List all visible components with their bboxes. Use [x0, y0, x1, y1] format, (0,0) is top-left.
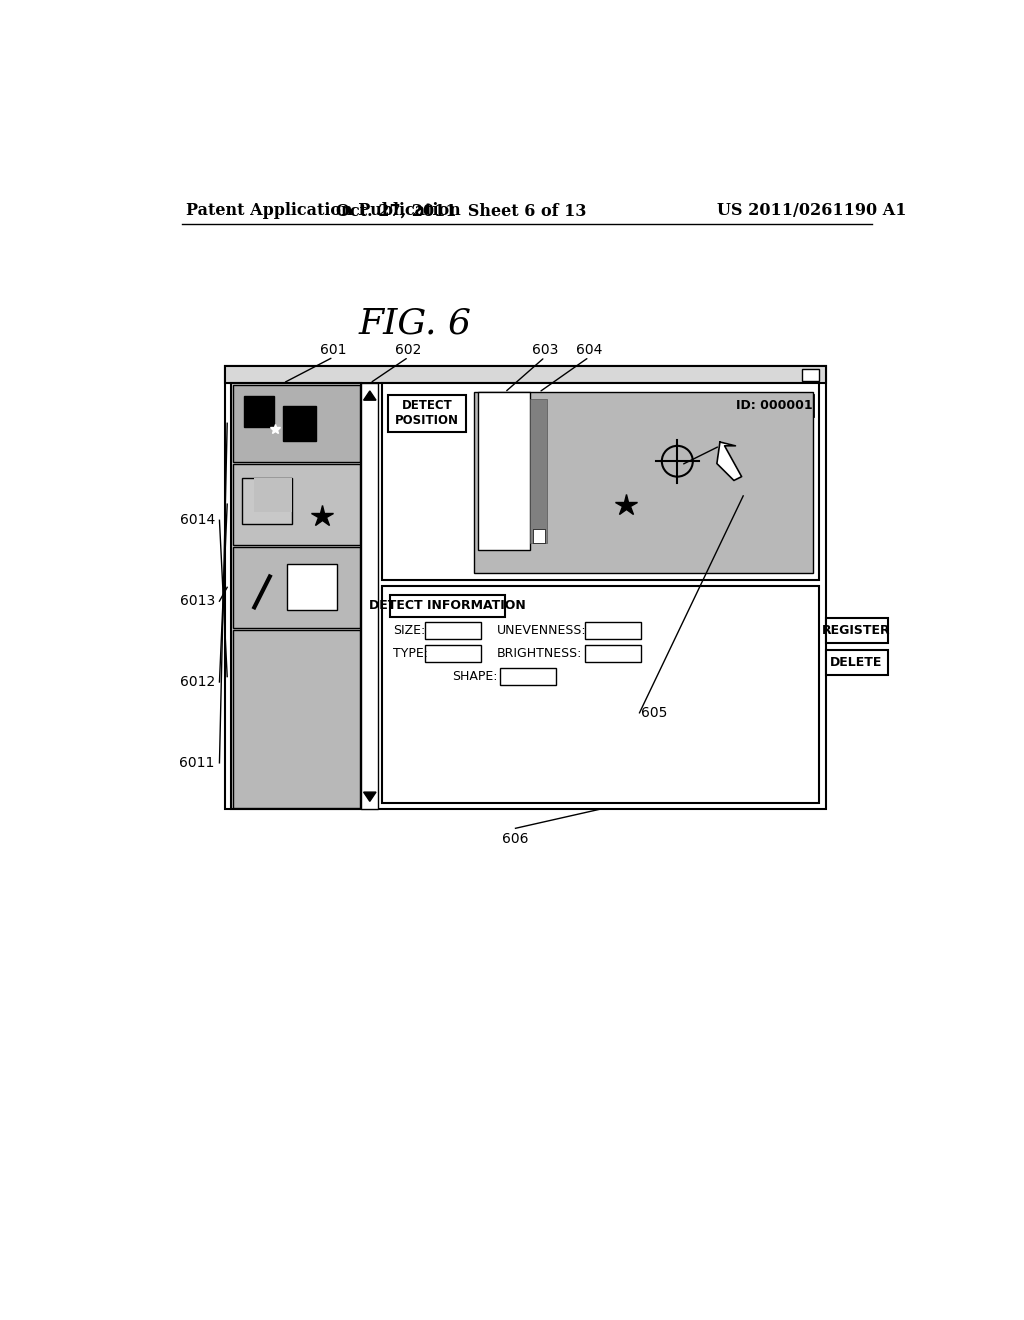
Text: FIG. 6: FIG. 6 — [358, 308, 471, 341]
Text: Patent Application Publication: Patent Application Publication — [186, 202, 461, 219]
Bar — [390, 595, 505, 616]
Text: 6011: 6011 — [179, 756, 215, 770]
Text: 603: 603 — [531, 343, 558, 358]
Bar — [425, 622, 480, 639]
Bar — [474, 392, 813, 573]
Text: 604: 604 — [575, 343, 602, 358]
Bar — [225, 367, 825, 383]
Polygon shape — [717, 442, 741, 480]
Bar — [287, 564, 337, 610]
Bar — [254, 478, 292, 512]
Bar — [232, 465, 359, 545]
Bar — [425, 645, 480, 663]
Text: 6013: 6013 — [179, 594, 215, 609]
Bar — [532, 529, 545, 543]
Bar — [225, 367, 825, 809]
Text: REGISTER: REGISTER — [822, 624, 891, 638]
Bar — [477, 392, 530, 550]
Text: 602: 602 — [395, 343, 422, 358]
Text: SHAPE:: SHAPE: — [452, 671, 498, 684]
Text: DELETE: DELETE — [830, 656, 883, 669]
Bar — [283, 407, 315, 441]
Bar — [232, 631, 359, 808]
Bar — [382, 383, 819, 579]
Text: 606: 606 — [502, 832, 528, 846]
Text: DETECT INFORMATION: DETECT INFORMATION — [369, 599, 525, 612]
Text: 605: 605 — [641, 706, 668, 719]
Text: SIZE:: SIZE: — [393, 624, 425, 638]
Bar — [231, 383, 361, 809]
Text: 6012: 6012 — [179, 675, 215, 689]
Bar — [382, 586, 819, 803]
Bar — [242, 478, 292, 524]
Text: TYPE:: TYPE: — [393, 647, 428, 660]
Text: 601: 601 — [321, 343, 347, 358]
Bar — [802, 368, 819, 381]
Bar — [245, 396, 273, 428]
Text: US 2011/0261190 A1: US 2011/0261190 A1 — [717, 202, 906, 219]
Text: DETECT
POSITION: DETECT POSITION — [395, 399, 459, 428]
Bar — [388, 395, 466, 432]
Text: Oct. 27, 2011  Sheet 6 of 13: Oct. 27, 2011 Sheet 6 of 13 — [336, 202, 587, 219]
Bar — [825, 618, 888, 643]
Bar — [500, 668, 556, 685]
Bar — [232, 548, 359, 628]
Bar — [825, 651, 888, 675]
Text: UNEVENNESS:: UNEVENNESS: — [497, 624, 587, 638]
Polygon shape — [364, 792, 376, 801]
Bar — [735, 395, 813, 416]
Text: 6014: 6014 — [179, 513, 215, 527]
Text: BRIGHTNESS:: BRIGHTNESS: — [497, 647, 583, 660]
Bar — [232, 385, 359, 462]
Bar — [586, 622, 641, 639]
Bar — [586, 645, 641, 663]
Bar — [530, 399, 547, 543]
Polygon shape — [364, 391, 376, 400]
Bar — [361, 383, 378, 809]
Text: ID: 000001: ID: 000001 — [736, 399, 813, 412]
